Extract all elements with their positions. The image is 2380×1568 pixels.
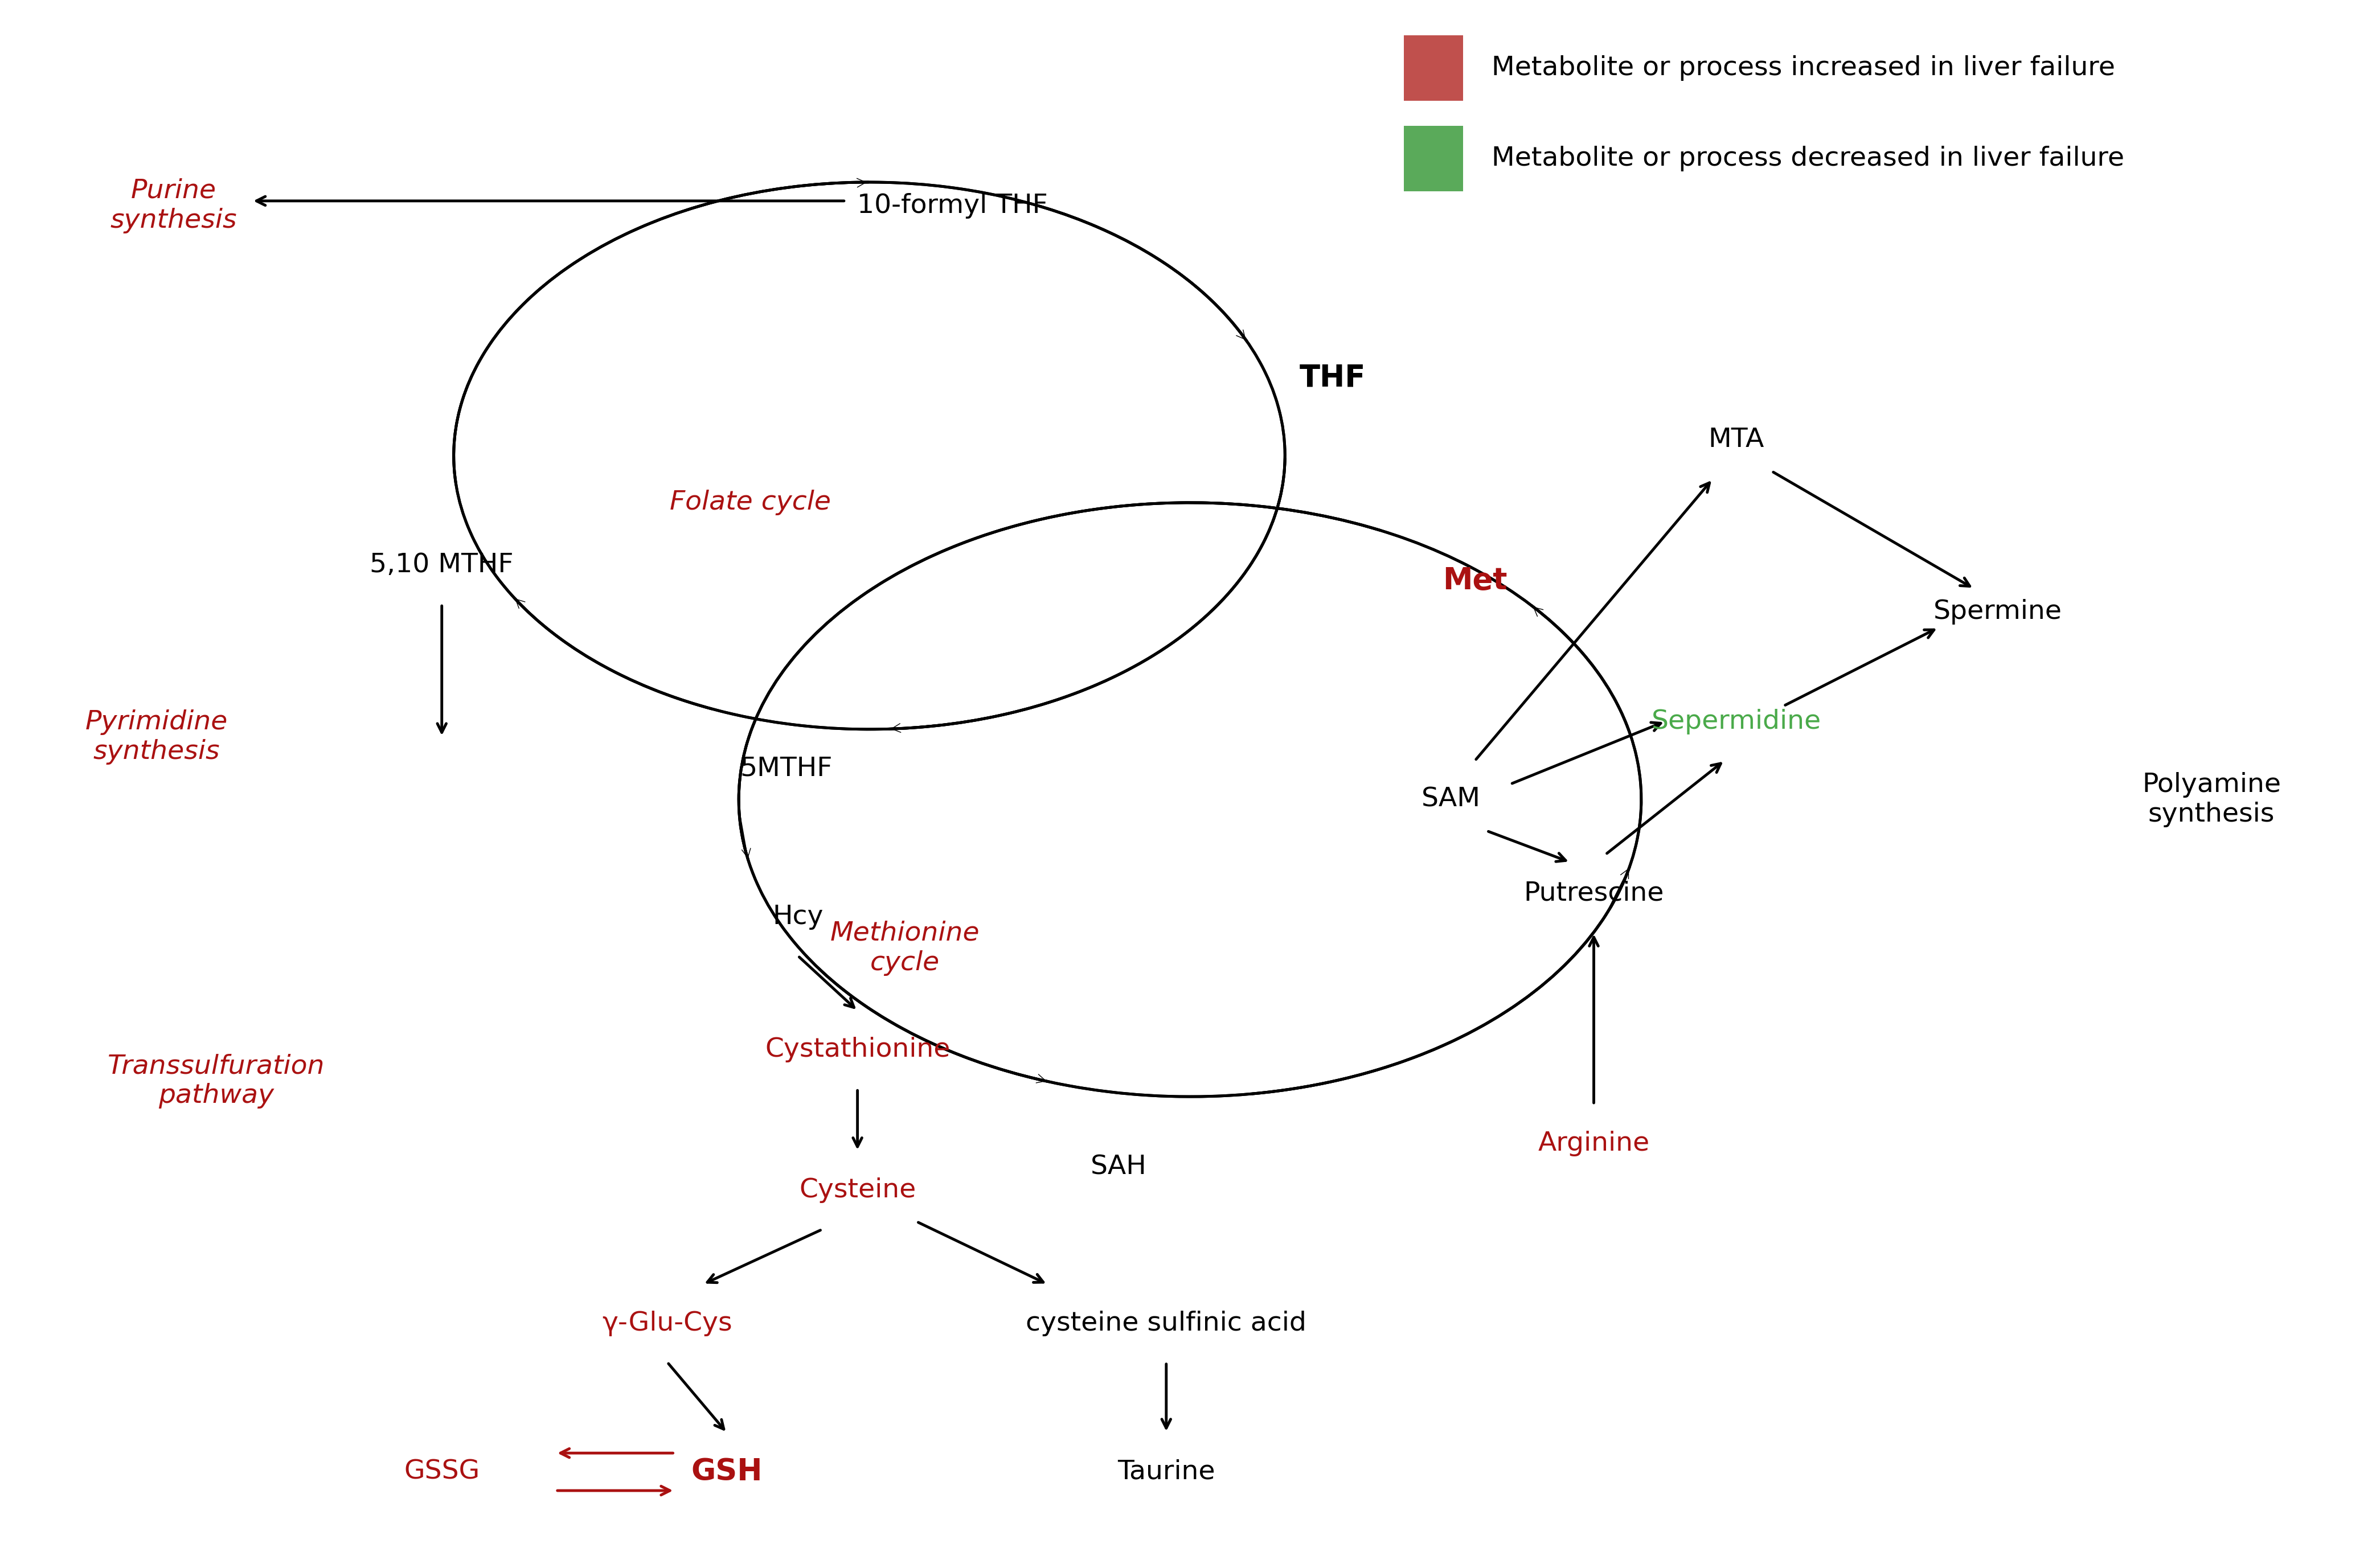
Text: Metabolite or process increased in liver failure: Metabolite or process increased in liver… <box>1492 55 2116 82</box>
Bar <box>1404 125 1464 191</box>
Text: Spermine: Spermine <box>1933 599 2061 626</box>
Text: SAH: SAH <box>1090 1154 1147 1179</box>
Text: Cysteine: Cysteine <box>800 1178 916 1203</box>
Text: 10-formyl THF: 10-formyl THF <box>857 193 1047 218</box>
Bar <box>1404 34 1464 100</box>
Text: Folate cycle: Folate cycle <box>671 489 831 516</box>
Text: Hcy: Hcy <box>773 905 823 930</box>
Text: γ-Glu-Cys: γ-Glu-Cys <box>602 1311 733 1336</box>
Text: Transsulfuration
pathway: Transsulfuration pathway <box>107 1054 324 1109</box>
Text: SAM: SAM <box>1421 787 1480 812</box>
Text: 5,10 MTHF: 5,10 MTHF <box>369 552 514 579</box>
Text: cysteine sulfinic acid: cysteine sulfinic acid <box>1026 1311 1307 1336</box>
Text: 5MTHF: 5MTHF <box>740 756 833 781</box>
Text: Cystathionine: Cystathionine <box>764 1036 950 1063</box>
Text: Metabolite or process decreased in liver failure: Metabolite or process decreased in liver… <box>1492 146 2125 171</box>
Text: Polyamine
synthesis: Polyamine synthesis <box>2142 771 2280 828</box>
Text: Met: Met <box>1442 566 1507 596</box>
Text: Methionine
cycle: Methionine cycle <box>831 920 981 975</box>
Text: Pyrimidine
synthesis: Pyrimidine synthesis <box>86 709 228 765</box>
Text: MTA: MTA <box>1709 426 1764 453</box>
Text: Arginine: Arginine <box>1537 1131 1649 1156</box>
Text: Taurine: Taurine <box>1119 1458 1216 1485</box>
Text: Purine
synthesis: Purine synthesis <box>109 179 236 234</box>
Text: GSSG: GSSG <box>405 1458 481 1485</box>
Text: Sepermidine: Sepermidine <box>1652 709 1821 734</box>
Text: THF: THF <box>1299 362 1366 392</box>
Text: GSH: GSH <box>690 1457 762 1486</box>
Text: Putrescine: Putrescine <box>1523 881 1664 906</box>
